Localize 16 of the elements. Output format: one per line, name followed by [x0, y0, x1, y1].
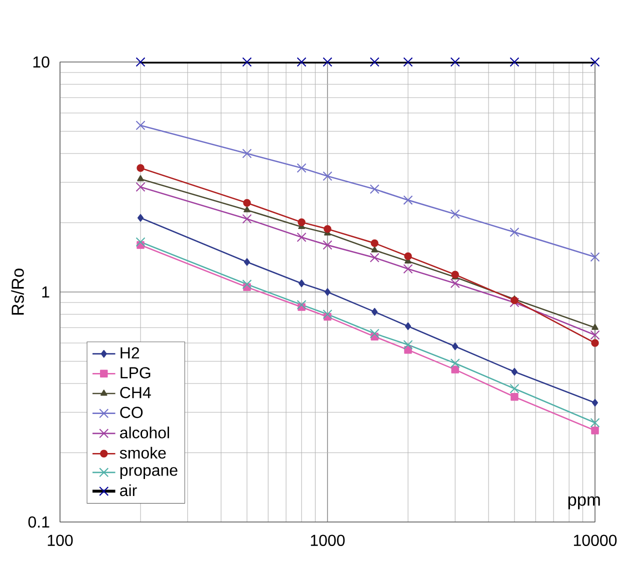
legend-label: air	[120, 484, 137, 496]
x-tick-label: 1000	[310, 534, 345, 546]
x-tick-label: 10000	[574, 534, 617, 546]
legend-label: alcohol	[120, 426, 170, 438]
legend-label: CO	[120, 406, 143, 418]
legend-label: CH4	[120, 386, 151, 398]
legend-label: propane	[120, 467, 178, 480]
legend-label: LPG	[120, 367, 150, 378]
x-tick-label: 100	[48, 534, 73, 546]
y-tick-label: 0.1	[28, 516, 50, 528]
legend-label: smoke	[120, 446, 166, 459]
y-tick-label: 1	[42, 286, 50, 298]
x-axis-title: ppm	[568, 496, 600, 510]
y-tick-label: 10	[33, 56, 50, 68]
y-axis-title: Rs/Ro	[11, 268, 24, 315]
legend-label: H2	[120, 347, 140, 358]
